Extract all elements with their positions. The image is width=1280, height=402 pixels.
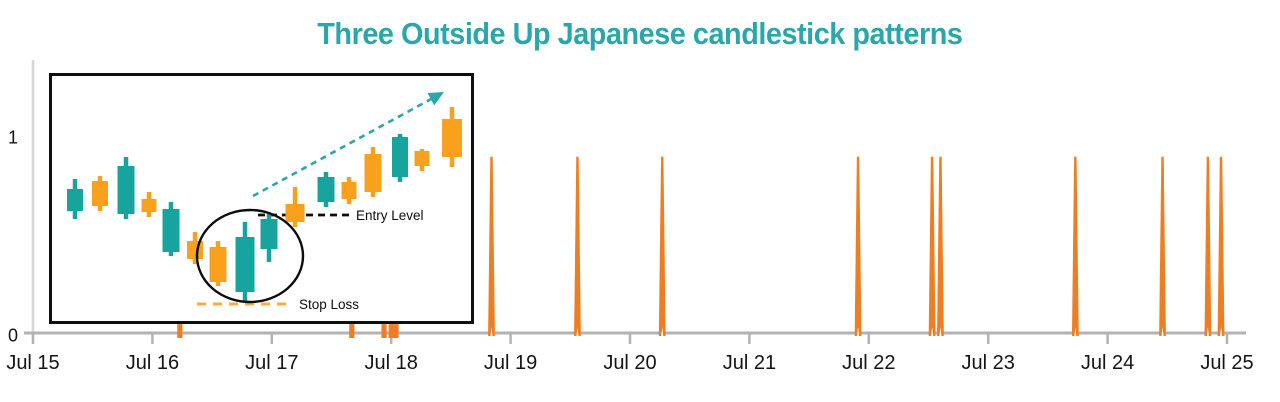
- bearish-candle-body: [442, 119, 462, 157]
- bullish-candle-body: [162, 209, 180, 252]
- price-spike-candle: [658, 156, 666, 336]
- spike-base-notch: [1206, 327, 1209, 336]
- price-spike-candle: [928, 156, 936, 336]
- chart-title-text: Three Outside Up Japanese candlestick pa…: [317, 16, 963, 51]
- y-axis-label: 0: [8, 326, 18, 346]
- inset-candlestick-diagram: Entry Level Stop Loss: [67, 92, 462, 312]
- x-axis-label: Jul 18: [365, 352, 418, 374]
- spike-base-notch: [1074, 327, 1077, 336]
- spike-base-notch: [939, 327, 942, 336]
- spike-base-notch: [1220, 327, 1223, 336]
- x-axis-label: Jul 16: [126, 352, 179, 374]
- x-axis-label: Jul 17: [245, 352, 298, 374]
- x-axis-label: Jul 21: [723, 352, 776, 374]
- y-axis-label: 1: [8, 128, 18, 148]
- bullish-candle-body: [260, 219, 278, 249]
- bearish-candle-body: [341, 182, 357, 199]
- bearish-candle-body: [92, 181, 108, 206]
- partial-candle: [177, 324, 183, 338]
- x-axis-label: Jul 23: [962, 352, 1015, 374]
- uptrend-arrowhead-icon: [427, 92, 444, 106]
- uptrend-arrow-line: [252, 98, 432, 198]
- x-axis-label: Jul 15: [6, 352, 59, 374]
- bullish-candle-body: [67, 189, 83, 211]
- spike-base-notch: [490, 327, 493, 336]
- x-axis-label: Jul 19: [484, 352, 537, 374]
- bearish-candle-body: [141, 199, 157, 212]
- price-spike-candle: [1159, 156, 1166, 336]
- stop-loss-label: Stop Loss: [299, 297, 359, 312]
- partial-candle: [388, 324, 394, 338]
- bearish-candle-body: [187, 241, 203, 259]
- pattern-highlight-circle: [195, 208, 305, 304]
- price-spike-candle: [574, 156, 581, 336]
- price-spike-candle: [1071, 156, 1079, 336]
- spike-base-notch: [1161, 327, 1164, 336]
- partial-candle: [381, 324, 387, 338]
- partial-candle: [393, 324, 399, 338]
- spike-base-notch: [576, 327, 579, 336]
- price-spike-candle: [488, 156, 495, 336]
- price-spike-candle: [937, 156, 944, 336]
- bullish-candle-body: [317, 177, 335, 202]
- bearish-candle-body: [414, 151, 430, 166]
- bullish-candle-body: [392, 137, 408, 177]
- x-axis-label: Jul 24: [1081, 352, 1134, 374]
- page-title: Three Outside Up Japanese candlestick pa…: [0, 16, 1280, 52]
- entry-level-label: Entry Level: [356, 208, 424, 223]
- bearish-candle-body: [364, 154, 382, 192]
- partial-candle: [349, 324, 355, 338]
- x-axis-label: Jul 20: [603, 352, 656, 374]
- bearish-candle-body: [285, 204, 305, 222]
- x-axis-label: Jul 25: [1200, 352, 1253, 374]
- spike-base-notch: [931, 327, 934, 336]
- price-spike-candle: [1204, 156, 1212, 336]
- bearish-candle-body: [209, 247, 227, 282]
- bullish-candle-body: [117, 166, 135, 214]
- pattern-inset: Entry Level Stop Loss: [49, 73, 474, 324]
- price-spike-candle: [854, 156, 862, 336]
- bullish-candle-body: [235, 237, 255, 292]
- x-axis-label: Jul 22: [842, 352, 895, 374]
- spike-base-notch: [857, 327, 860, 336]
- price-spike-candle: [1217, 156, 1225, 336]
- spike-base-notch: [661, 327, 664, 336]
